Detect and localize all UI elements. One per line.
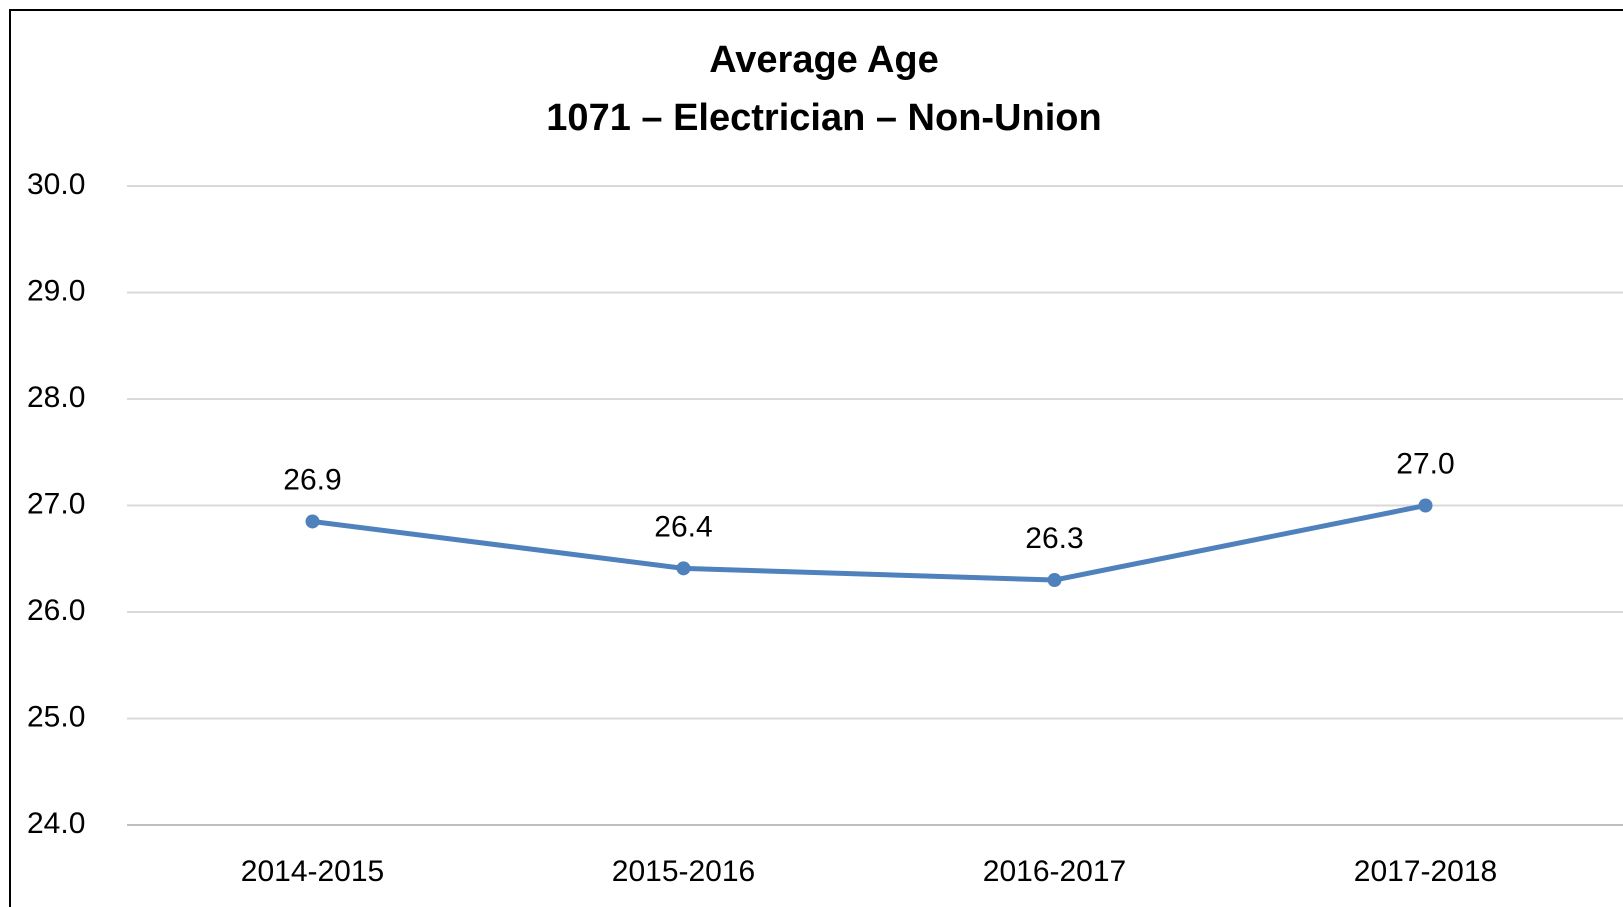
data-label: 26.9 bbox=[283, 463, 341, 496]
y-tick-label: 27.0 bbox=[27, 487, 85, 520]
x-tick-label: 2015-2016 bbox=[612, 855, 755, 888]
data-label: 26.4 bbox=[654, 510, 712, 543]
point bbox=[1047, 573, 1062, 588]
x-tick-label: 2016-2017 bbox=[983, 855, 1126, 888]
y-tick-label: 28.0 bbox=[27, 381, 85, 414]
y-tick-label: 29.0 bbox=[27, 274, 85, 307]
chart-subtitle: 1071 – Electrician – Non-Union bbox=[546, 97, 1101, 139]
point bbox=[676, 561, 691, 576]
line bbox=[312, 503, 1426, 583]
point bbox=[1418, 498, 1433, 513]
x-tick-label: 2017-2018 bbox=[1354, 855, 1497, 888]
chart-border bbox=[9, 9, 1623, 907]
data-label: 27.0 bbox=[1396, 447, 1454, 480]
x-tick-label: 2014-2015 bbox=[241, 855, 384, 888]
y-tick-label: 30.0 bbox=[27, 168, 85, 201]
chart-title: Average Age bbox=[709, 39, 939, 81]
data-label: 26.3 bbox=[1025, 522, 1083, 555]
y-tick-label: 24.0 bbox=[27, 807, 85, 840]
y-tick-label: 26.0 bbox=[27, 594, 85, 627]
y-tick-label: 25.0 bbox=[27, 700, 85, 733]
point bbox=[305, 514, 320, 529]
